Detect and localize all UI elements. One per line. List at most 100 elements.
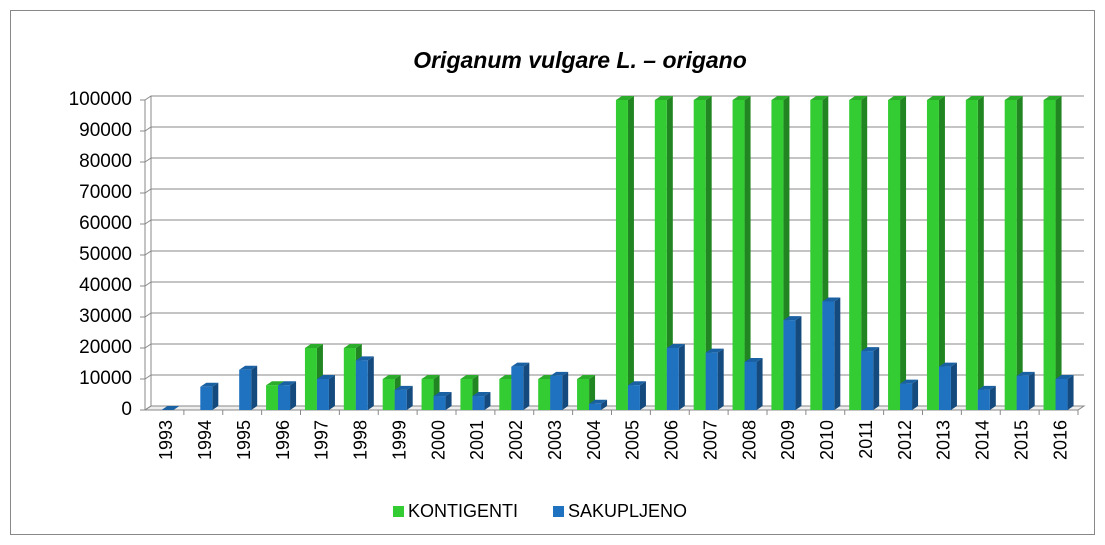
bar-front [577, 379, 590, 410]
bar [394, 385, 413, 410]
bar-side [873, 347, 880, 410]
bar [278, 381, 297, 410]
bar-front [589, 403, 602, 410]
bar [550, 371, 569, 410]
bar-top [355, 356, 374, 361]
bar [1043, 96, 1062, 410]
bar-front [744, 361, 757, 410]
bar-top [900, 379, 919, 384]
bar-front [472, 396, 485, 410]
x-tick-label: 2015 [1011, 420, 1031, 460]
bar-top [654, 96, 673, 100]
bar-front [627, 385, 640, 410]
x-tick-label: 2001 [467, 420, 487, 460]
bar [433, 392, 452, 410]
x-tick-label: 1997 [312, 420, 332, 460]
bar [1055, 375, 1074, 410]
y-tick-label: 10000 [79, 368, 132, 389]
bar-side [251, 365, 258, 410]
bar-front [550, 375, 563, 410]
bar-top [926, 96, 945, 100]
bar-front [538, 379, 551, 410]
x-tick-label: 1994 [195, 420, 215, 460]
bar [888, 96, 907, 410]
bar-side [290, 381, 297, 410]
bar-front [511, 366, 524, 410]
x-tick-label: 2005 [623, 420, 643, 460]
bar-front [499, 379, 512, 410]
bar [705, 348, 724, 410]
bar-front [654, 100, 667, 410]
bar-front [822, 301, 835, 410]
bar-top [965, 96, 984, 100]
bar-side [367, 356, 374, 410]
bar-front [200, 386, 213, 410]
bar-top [343, 344, 362, 348]
bar-top [550, 371, 569, 376]
y-tick-label: 0 [121, 399, 132, 420]
y-tick-label: 30000 [79, 306, 132, 327]
bar-side [328, 375, 335, 410]
bar-top [1016, 371, 1035, 376]
x-tick-label: 2003 [545, 420, 565, 460]
bar [900, 379, 919, 410]
bar [472, 392, 491, 410]
y-tick-label: 20000 [79, 337, 132, 358]
bar-front [849, 100, 862, 410]
y-tick-label: 90000 [79, 120, 132, 141]
bar-front [421, 379, 434, 410]
x-tick-label: 2011 [856, 420, 876, 459]
bar-side [1055, 96, 1062, 410]
bar-front [810, 100, 823, 410]
bar-front [938, 366, 951, 410]
bar-top [744, 357, 763, 362]
bar-front [732, 100, 745, 410]
bar-front [1043, 100, 1056, 410]
bar-side [639, 381, 646, 410]
bar-front [705, 352, 718, 410]
bar-side [717, 348, 724, 410]
bar [744, 357, 763, 410]
x-tick-label: 2009 [778, 420, 798, 460]
bar-top [421, 375, 440, 379]
bar-front [783, 320, 796, 410]
x-tick-label: 1995 [234, 420, 254, 460]
x-tick-label: 2000 [428, 420, 448, 460]
bar-top [304, 344, 323, 348]
x-tick-label: 2013 [934, 420, 954, 460]
y-tick-label: 50000 [79, 244, 132, 265]
bar-side [484, 392, 491, 410]
x-tick-label: 1999 [389, 420, 409, 460]
bar [589, 399, 608, 410]
bar-top [200, 382, 219, 387]
x-tick-label: 1998 [351, 420, 371, 460]
grid-line [144, 95, 1084, 101]
bar-front [433, 396, 446, 410]
bar-side [900, 96, 907, 410]
bar-front [926, 100, 939, 410]
bar-top [239, 365, 258, 370]
bar-side [445, 392, 452, 410]
legend-label: SAKUPLJENO [568, 501, 687, 521]
bar-side [1016, 96, 1023, 410]
bar-front [266, 385, 279, 410]
bar-top [977, 385, 996, 390]
bar [849, 96, 868, 410]
bar [161, 406, 180, 410]
bar-side [834, 297, 841, 410]
chart-border [10, 10, 1095, 535]
x-tick-label: 2008 [739, 420, 759, 460]
x-tick-label: 1993 [156, 420, 176, 460]
bar-front [316, 379, 329, 410]
bar-top [382, 375, 401, 379]
bar [965, 96, 984, 410]
bar-front [666, 348, 679, 410]
bar [783, 316, 802, 410]
y-tick-label: 60000 [79, 213, 132, 234]
bar-front [355, 360, 368, 410]
x-tick-label: 2014 [973, 420, 993, 460]
bar-top [627, 381, 646, 386]
x-tick-label: 2016 [1050, 420, 1070, 460]
bar-side [795, 316, 802, 410]
legend-label: KONTIGENTI [408, 501, 518, 521]
